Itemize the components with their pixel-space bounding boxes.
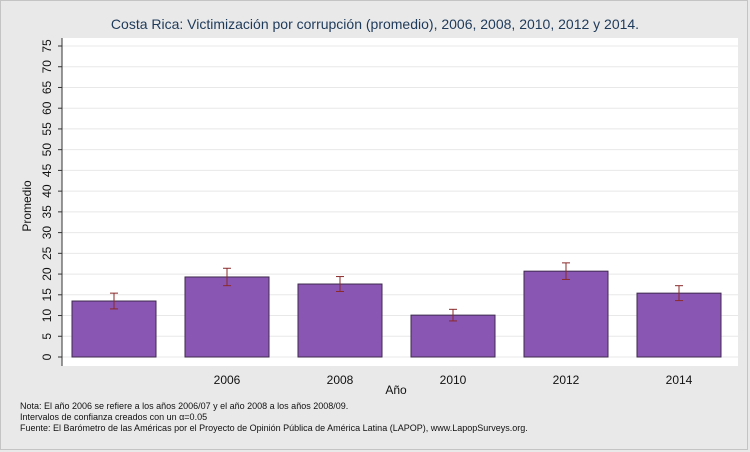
y-tick-label: 60 xyxy=(40,101,54,115)
bar-first xyxy=(71,300,157,358)
bar-2014 xyxy=(636,292,722,358)
x-tick-label: 2014 xyxy=(666,373,693,387)
x-axis-label: Año xyxy=(385,383,407,397)
y-tick-label: 0 xyxy=(40,353,54,360)
y-tick-label: 70 xyxy=(40,60,54,74)
x-tick-label: 2006 xyxy=(214,373,241,387)
x-tick-label: 2012 xyxy=(553,373,580,387)
plot-area xyxy=(62,38,738,366)
y-tick-label: 75 xyxy=(40,39,54,53)
y-tick-label: 15 xyxy=(40,288,54,302)
bar-2012 xyxy=(523,270,609,358)
y-tick-label: 25 xyxy=(40,246,54,260)
y-tick-label: 50 xyxy=(40,143,54,157)
y-tick-label: 45 xyxy=(40,163,54,177)
chart-title: Costa Rica: Victimización por corrupción… xyxy=(110,16,640,32)
y-tick-label: 5 xyxy=(40,333,54,340)
bar-2010 xyxy=(410,314,496,358)
y-tick-label: 35 xyxy=(40,205,54,219)
y-tick-label: 55 xyxy=(40,122,54,136)
bar-2008 xyxy=(297,283,383,358)
x-tick-label: 2008 xyxy=(327,373,354,387)
note-line-1: Nota: El año 2006 se refiere a los años … xyxy=(20,401,349,411)
y-tick-label: 30 xyxy=(40,226,54,240)
note-line-2: Intervalos de confianza creados con un α… xyxy=(20,412,208,422)
y-tick-label: 10 xyxy=(40,309,54,323)
bar-2006 xyxy=(184,276,270,358)
y-tick-label: 40 xyxy=(40,184,54,198)
y-axis-label: Promedio xyxy=(20,180,34,232)
y-tick-label: 20 xyxy=(40,267,54,281)
note-line-3: Fuente: El Barómetro de las Américas por… xyxy=(20,423,528,433)
x-tick-label: 2010 xyxy=(440,373,467,387)
y-tick-label: 65 xyxy=(40,80,54,94)
